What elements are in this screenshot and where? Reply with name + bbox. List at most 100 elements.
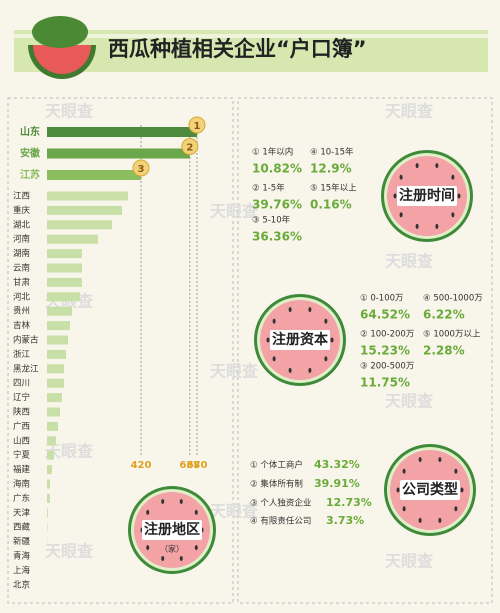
melon-seed [402,468,406,474]
melon-seed [451,212,455,218]
melon-seed [194,509,198,515]
category-label: 浙江 [13,349,31,360]
unit-label: （家） [160,544,184,554]
item-value: 2.28% [423,344,465,358]
medal [188,116,206,134]
bar [47,421,58,431]
category-label: 内蒙古 [13,335,39,346]
melon-seed [308,367,312,373]
melon-seed [179,556,183,562]
melon-seed [146,509,150,515]
bar [47,148,190,159]
melon-seed [161,556,165,562]
category-label: 江西 [13,192,30,202]
melon-seed [396,487,400,493]
item-value: 39.76% [252,198,302,212]
item-value: 12.73% [326,496,372,509]
item-value: 36.36% [252,230,302,244]
category-label: 福建 [13,464,31,475]
item-label: ③ 个人独资企业 [250,498,311,509]
item-value: 0.16% [310,198,352,212]
bar [47,407,60,417]
melon-seed [454,468,458,474]
category-label: 陕西 [13,407,30,418]
category-label: 北京 [13,579,30,590]
item-label: ① 1年以内 [252,147,293,158]
melon-seed [272,318,276,324]
item-value: 64.52% [360,308,410,322]
title-watermelon [28,16,96,79]
watermark: 天眼查 [385,392,433,411]
medal [181,138,199,155]
left-panel [7,97,234,604]
item-value: 39.91% [314,477,360,490]
melon-seed [418,517,422,523]
bar [47,234,99,244]
melon-seed [324,318,328,324]
melon-seed [460,487,464,493]
medal [132,159,150,177]
item-label: ② 1-5年 [252,183,285,194]
category-label: 河南 [13,234,30,245]
category-label: 上海 [13,565,31,576]
title-stripe [14,34,488,38]
label-box [142,520,202,540]
bar [47,205,122,215]
bar [47,465,52,475]
melon-seed [402,506,406,512]
melon-seed [330,337,334,343]
melon-seed [324,356,328,362]
section-title: 注册资本 [272,331,329,348]
item-value: 10.82% [252,162,302,176]
watermark: 天眼查 [210,502,258,521]
section-title: 注册时间 [399,187,455,204]
item-value: 3.73% [326,514,364,527]
rank-label: 1 [194,121,201,132]
bar [47,292,80,302]
bar [47,493,50,503]
label-box [400,480,460,500]
category-label: 云南 [13,263,30,274]
watermark: 天眼查 [45,542,93,561]
melon-seed [393,193,397,199]
rank-label: 3 [138,164,145,175]
category-label: 黑龙江 [13,363,39,374]
melon-seed [415,163,419,169]
watermark: 天眼查 [385,252,433,271]
label-box [270,330,330,350]
bar [47,479,50,489]
x-tick-label: 420 [131,460,152,471]
category-label: 湖南 [13,248,30,259]
melon-seed [438,517,442,523]
bar [47,436,56,446]
right-panel [237,97,493,604]
category-label: 青海 [13,551,31,562]
item-label: ② 100-200万 [360,330,414,340]
watermark: 天眼查 [210,362,258,381]
bar [47,127,197,137]
bar [47,335,69,345]
bar [47,263,82,273]
watermark: 天眼查 [45,102,93,121]
category-label: 辽宁 [13,392,30,403]
category-label: 重庆 [13,205,31,216]
melon-seed [435,163,439,169]
bar [47,249,82,259]
category-label: 湖北 [13,220,31,230]
melon-seed [308,307,312,313]
item-value: 6.22% [423,308,465,322]
item-label: ④ 有限责任公司 [250,516,311,527]
bar [47,191,129,201]
x-tick-label: 638 [179,460,200,471]
bar [47,508,48,518]
watermark: 天眼查 [45,442,93,461]
melon-seed [415,223,419,229]
category-label: 海南 [13,479,30,490]
bar [47,349,67,359]
bar [47,220,112,230]
item-label: ① 0-100万 [360,294,404,304]
category-label: 四川 [13,379,30,389]
melon-seed [454,506,458,512]
category-label: 安徽 [20,147,41,160]
